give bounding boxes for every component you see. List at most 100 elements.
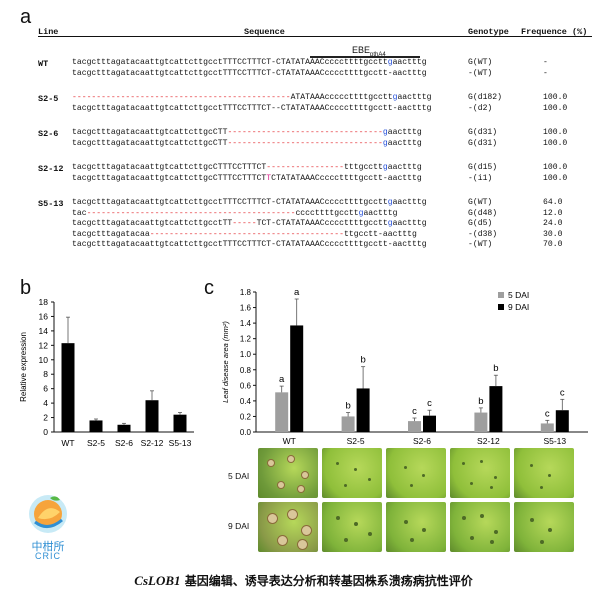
frequence-cell: 100.0 (543, 173, 568, 183)
bar (408, 421, 421, 432)
lesion-spot (470, 536, 474, 540)
genotype-cell: G(d31) (468, 138, 498, 148)
leaf-photo-grid (258, 448, 574, 554)
bar (555, 410, 569, 432)
sequence-row: tacgctttagatacaa------------------------… (72, 229, 417, 239)
y-tick-label: 8 (43, 369, 48, 379)
genotype-cell: G(WT) (468, 58, 493, 67)
x-tick-label: WT (61, 438, 74, 448)
bar (145, 400, 159, 432)
y-axis-label: Leaf disease area (mm²) (221, 321, 230, 403)
lesion-spot (548, 474, 551, 477)
lesion-spot (490, 486, 493, 489)
lesion-spot (278, 482, 284, 488)
lesion-spot (268, 514, 277, 523)
sequence-row: tacgctttagatacaattgtcattcttgcctTTTCCTTTC… (72, 240, 427, 249)
bar (540, 423, 554, 432)
leaf-photo (514, 502, 574, 552)
genotype-cell: G(WT) (468, 198, 493, 207)
header-genotype: Genotype (468, 27, 509, 37)
y-tick-label: 0.4 (240, 397, 252, 406)
x-tick-label: S2-5 (87, 438, 105, 448)
significance-label: c (427, 398, 432, 409)
lesion-spot (288, 456, 294, 462)
lesion-spot (354, 522, 358, 526)
lesion-spot (540, 486, 543, 489)
photo-row-label-9dai: 9 DAI (228, 521, 250, 531)
significance-label: c (560, 387, 565, 398)
citrus-logo-icon (29, 495, 67, 533)
header-line: Line (38, 27, 59, 37)
sequence-row: tacgctttagatacaattgtcattcttgcctTTTCCTTTC… (72, 103, 432, 113)
caption-text: 基因编辑、诱导表达分析和转基因株系溃疡病抗性评价 (180, 574, 473, 588)
frequence-cell: 30.0 (543, 229, 563, 239)
line-name: S2-6 (38, 129, 59, 139)
significance-label: b (493, 363, 498, 374)
x-tick-label: S5-13 (169, 438, 192, 448)
lesion-spot (298, 540, 307, 549)
logo-text-cn: 中柑所 (31, 540, 65, 553)
x-tick-label: S2-6 (115, 438, 133, 448)
genotype-cell: -(i1) (468, 173, 493, 183)
lesion-spot (368, 532, 372, 536)
lesion-spot (302, 526, 311, 535)
header-rule (38, 36, 592, 37)
significance-label: b (345, 401, 350, 412)
significance-label: c (412, 406, 417, 417)
frequence-cell: - (543, 58, 548, 67)
y-tick-label: 0 (43, 427, 48, 437)
significance-label: a (294, 287, 300, 298)
x-tick-label: S5-13 (543, 436, 566, 446)
genotype-cell: G(d5) (468, 219, 493, 228)
y-tick-label: 1.4 (240, 319, 252, 328)
y-tick-label: 18 (39, 297, 49, 307)
sequence-row: tacgctttagatacaattgtcattcttgcctTT-----TC… (72, 219, 427, 228)
lesion-spot (470, 482, 473, 485)
panel-a-letter: a (20, 6, 32, 28)
frequence-cell: 24.0 (543, 219, 563, 228)
legend-swatch (498, 304, 504, 310)
y-tick-label: 1.8 (240, 288, 252, 297)
bar (173, 414, 187, 432)
frequence-cell: - (543, 68, 548, 78)
leaf-photo (450, 448, 510, 498)
sequence-alignment: WT tacgctttagatacaattgtcattcttgcctTTTCCTT… (38, 58, 598, 249)
panel-c-letter: c (204, 277, 214, 299)
bar (423, 415, 436, 432)
y-tick-label: 2 (43, 413, 48, 423)
lesion-spot (268, 460, 274, 466)
bar (489, 386, 503, 432)
panel-b-letter: b (20, 277, 32, 299)
lesion-spot (540, 540, 544, 544)
line-name: S5-13 (38, 199, 64, 209)
photo-row-label-5dai: 5 DAI (228, 471, 250, 481)
frequence-cell: 100.0 (543, 128, 568, 137)
y-tick-label: 14 (39, 326, 49, 336)
y-tick-label: 1.2 (240, 335, 252, 344)
genotype-cell: -(WT) (468, 68, 493, 78)
y-tick-label: 6 (43, 384, 48, 394)
genotype-cell: -(d38) (468, 229, 498, 239)
lesion-spot (462, 462, 465, 465)
ebe-bracket (310, 56, 420, 58)
lesion-spot (354, 468, 357, 471)
lesion-spot (480, 460, 483, 463)
lesion-spot (298, 486, 304, 492)
caption-gene: CsLOB1 (134, 573, 181, 588)
lesion-spot (278, 536, 287, 545)
lesion-spot (530, 464, 533, 467)
x-tick-label: S2-6 (413, 436, 431, 446)
y-tick-label: 0.2 (240, 412, 252, 421)
significance-label: a (279, 374, 285, 385)
sequence-row: ----------------------------------------… (72, 93, 432, 102)
leaf-photo (514, 448, 574, 498)
lesion-spot (494, 476, 497, 479)
y-tick-label: 16 (39, 311, 49, 321)
leaf-photo (258, 502, 318, 552)
logo-text-en: CRIC (35, 551, 61, 561)
legend-label: 9 DAI (508, 302, 529, 312)
bar (341, 416, 355, 432)
legend-label: 5 DAI (508, 290, 529, 300)
frequence-cell: 100.0 (543, 138, 568, 148)
frequence-cell: 100.0 (543, 163, 568, 172)
